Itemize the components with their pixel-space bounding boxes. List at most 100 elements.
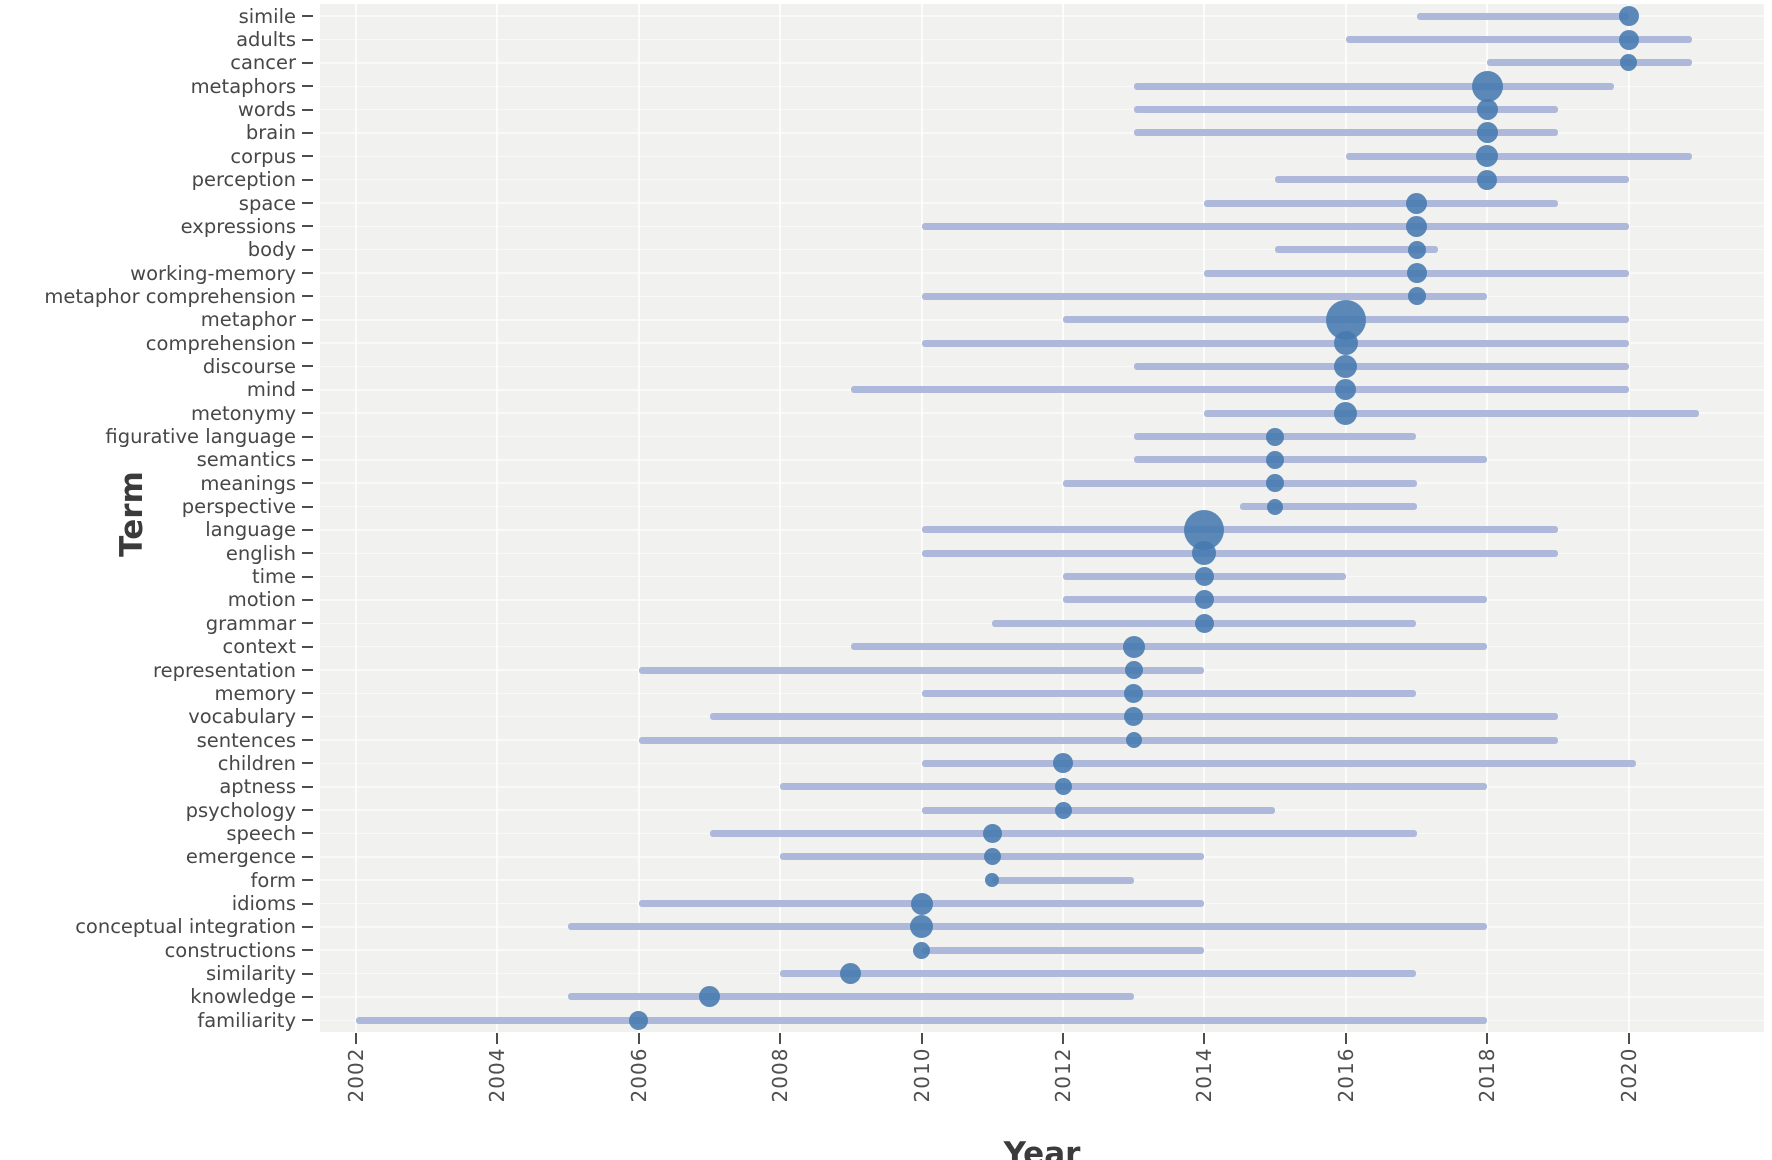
y-tick-label: figurative language [105,425,296,448]
term-dot [983,848,1001,866]
term-dot [1333,331,1358,356]
y-axis-tick [302,1019,313,1022]
y-axis-tick [302,412,313,415]
term-range-line [780,970,1417,978]
y-axis-tick [302,342,313,345]
y-axis-tick [302,365,313,368]
term-dot [1476,99,1498,121]
y-axis-tick [302,669,313,671]
term-range-line [1133,362,1629,370]
horizontal-gridline [320,202,1764,204]
y-tick-label: vocabulary [188,705,296,729]
horizontal-gridline [320,132,1764,134]
y-tick-label: conceptual integration [75,915,296,939]
vertical-gridline [355,4,357,1032]
y-tick-label: discourse [202,354,296,378]
y-tick-label: perspective [181,495,296,519]
x-axis-tick [637,1033,640,1044]
y-tick-label: psychology [185,798,296,822]
y-tick-label: metaphor [200,308,296,332]
y-tick-label: working-memory [130,261,296,285]
horizontal-gridline [320,248,1764,251]
term-range-line [921,806,1276,814]
term-dot [629,1010,649,1030]
term-range-line [1063,596,1488,604]
term-range-line [638,736,1558,744]
y-tick-label: mind [246,378,296,402]
term-range-line [1487,59,1693,67]
horizontal-gridline [320,319,1764,321]
y-tick-label: cancer [230,51,296,75]
y-axis-tick [302,388,313,391]
term-range-line [1416,12,1629,20]
term-range-line [568,923,1488,931]
y-tick-label: memory [214,681,296,705]
y-tick-label: body [247,238,296,262]
term-dot [985,873,1000,888]
y-axis-tick [302,879,313,882]
term-dot [1406,263,1427,284]
x-tick-label: 2008 [768,1047,793,1103]
term-dot [1194,590,1214,610]
x-axis-tick [496,1033,499,1044]
y-axis-tick [302,225,313,228]
y-axis-tick [302,575,313,578]
y-axis-tick [302,61,313,64]
term-range-line [992,876,1134,884]
y-tick-label: aptness [219,775,296,799]
term-dot [1407,287,1426,306]
x-axis-tick [1062,1033,1064,1044]
term-range-line [1345,36,1693,44]
horizontal-gridline [320,505,1764,508]
y-tick-label: meanings [200,471,296,495]
y-tick-label: constructions [164,938,296,962]
term-dot [1125,732,1142,749]
y-tick-label: semantics [196,448,296,472]
vertical-gridline [637,4,640,1032]
y-axis-tick [302,528,313,531]
y-tick-label: english [225,541,296,565]
term-range-line [921,549,1558,557]
term-range-line [1133,129,1558,137]
y-axis-tick [302,925,313,928]
y-axis-tick [302,458,313,461]
y-axis-tick [302,505,313,508]
term-range-line [921,946,1205,954]
horizontal-gridline [320,575,1764,578]
vertical-gridline [779,4,782,1032]
term-dot [1194,613,1214,633]
term-dot [1124,707,1144,727]
horizontal-gridline [320,85,1764,87]
term-dot [1266,450,1285,469]
x-tick-label: 2004 [485,1047,510,1103]
y-tick-label: context [222,635,297,659]
term-range-line [921,759,1636,767]
y-axis-tick [302,902,313,905]
y-tick-label: idioms [231,892,296,915]
horizontal-gridline [320,178,1764,181]
horizontal-gridline [320,15,1764,17]
term-range-line [921,339,1629,347]
horizontal-gridline [320,599,1764,601]
horizontal-gridline [320,459,1764,461]
y-axis-tick [302,295,313,298]
y-axis-tick [302,108,313,111]
term-range-line [780,783,1488,791]
x-tick-label: 2020 [1616,1047,1641,1103]
term-dot [1124,683,1144,703]
term-dot [699,986,720,1008]
y-axis-tick [302,435,313,438]
horizontal-gridline [320,155,1764,158]
y-tick-label: sentences [196,728,296,752]
term-range-line [921,222,1629,230]
x-axis-tick [1344,1033,1347,1044]
term-dot [1334,401,1358,425]
y-tick-label: corpus [230,144,296,168]
y-axis-tick [302,855,313,858]
y-tick-label: expressions [180,214,296,238]
term-dot [1054,801,1072,819]
term-dot [1053,753,1073,774]
vertical-gridline [1627,4,1630,1032]
y-tick-label: children [217,751,296,775]
y-axis-tick [302,552,313,555]
